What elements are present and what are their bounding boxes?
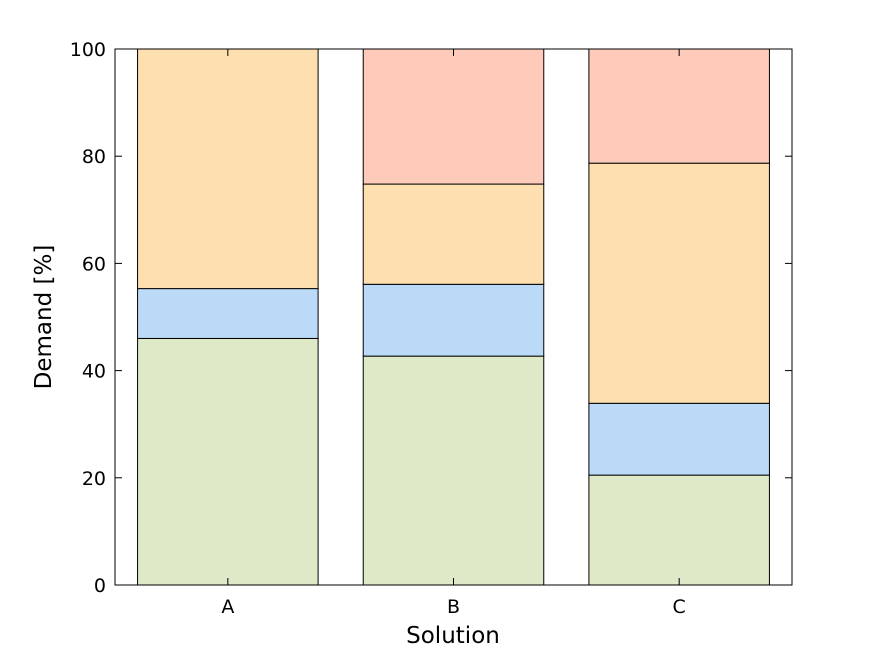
bar-C-segment-3 xyxy=(588,162,770,404)
bars-group xyxy=(137,48,770,586)
bar-A-segment-1 xyxy=(137,337,319,586)
bar-B-segment-4 xyxy=(362,48,545,185)
y-tick-label: 20 xyxy=(82,468,106,490)
bar-C-segment-4 xyxy=(588,48,770,164)
bar-C-segment-1 xyxy=(588,474,770,586)
x-axis-title: Solution xyxy=(406,623,500,649)
y-tick-label: 60 xyxy=(82,253,106,275)
bar-A-segment-2 xyxy=(137,288,319,339)
bar-B-segment-2 xyxy=(362,283,545,357)
bar-B-segment-3 xyxy=(362,183,545,285)
bar-C-segment-2 xyxy=(588,402,770,476)
y-axis-ticks: 0 20 40 60 80 100 xyxy=(70,39,792,597)
x-tick-label: A xyxy=(221,596,234,618)
y-tick-label: 40 xyxy=(82,361,106,383)
x-axis-ticks: A B C xyxy=(221,49,686,618)
bar-B-segment-1 xyxy=(362,355,545,586)
y-tick-label: 100 xyxy=(70,39,106,61)
y-tick-label: 0 xyxy=(94,575,106,597)
x-tick-label: C xyxy=(673,596,686,618)
bar-A-segment-3 xyxy=(137,48,319,290)
x-tick-label: B xyxy=(447,596,460,618)
y-axis-title: Demand [%] xyxy=(31,245,57,390)
y-tick-label: 80 xyxy=(82,146,106,168)
